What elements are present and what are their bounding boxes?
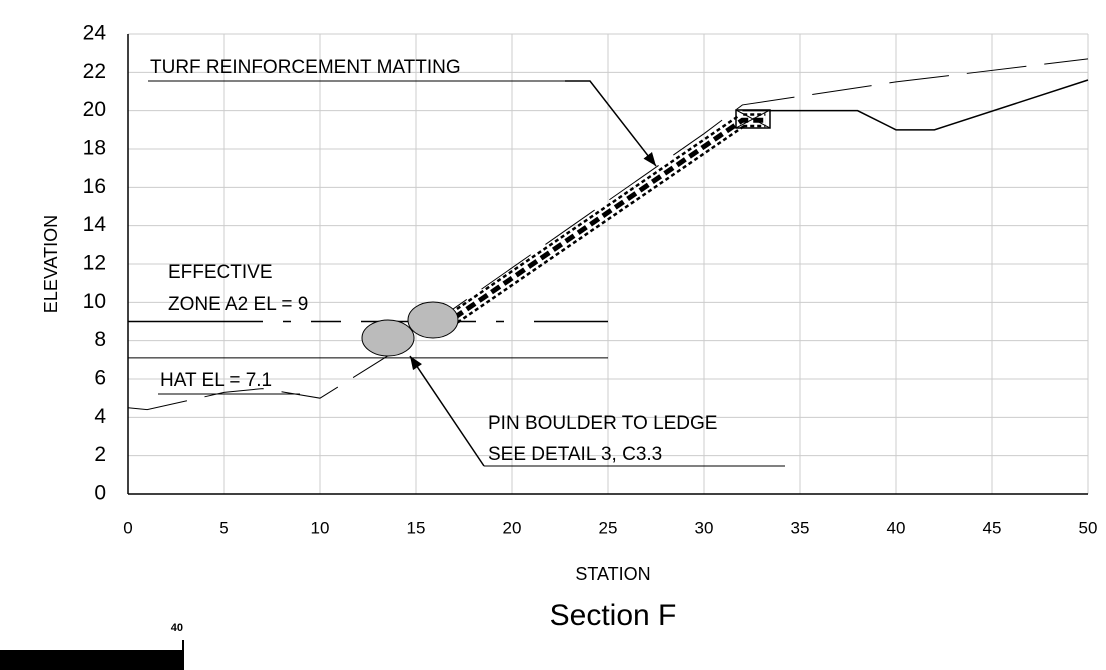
annotation: HAT EL = 7.1 [160,370,272,391]
scale-label: 40 [171,622,183,634]
annotation: EFFECTIVE [168,262,273,283]
x-tick-label: 25 [599,518,618,537]
x-tick-label: 0 [123,518,132,537]
x-tick-label: 30 [695,518,714,537]
y-tick-label: 18 [83,137,106,160]
annotation: ZONE A2 EL = 9 [168,294,308,315]
scale-bar [0,650,183,670]
y-axis-label: ELEVATION [41,215,61,313]
annotation: TURF REINFORCEMENT MATTING [150,57,461,78]
x-axis-label: STATION [575,564,650,584]
chart-title: Section F [550,599,677,632]
y-tick-label: 16 [83,175,106,198]
y-tick-label: 4 [94,405,106,428]
x-tick-label: 40 [887,518,906,537]
grid [127,33,1089,495]
x-tick-label: 5 [219,518,228,537]
hatch [735,109,771,129]
series-line [452,117,766,320]
y-tick-label: 12 [83,252,106,275]
y-tick-label: 20 [83,98,106,121]
boulder [407,301,459,339]
x-tick-label: 45 [983,518,1002,537]
y-tick-label: 2 [94,443,106,466]
y-tick-label: 14 [83,213,107,236]
mat-anchor [735,109,771,129]
x-tick-label: 15 [407,518,426,537]
x-tick-label: 20 [503,518,522,537]
annotation: PIN BOULDER TO LEDGE [488,413,717,434]
leader [565,80,657,167]
x-tick-label: 10 [311,518,330,537]
y-tick-label: 0 [94,482,106,505]
y-tick-label: 8 [94,328,106,351]
annotation: SEE DETAIL 3, C3.3 [488,444,662,465]
x-tick-label: 35 [791,518,810,537]
y-tick-label: 10 [83,290,106,313]
series-line [742,79,1089,131]
y-tick-label: 22 [83,60,106,83]
y-tick-label: 6 [94,367,106,390]
x-tick-label: 50 [1079,518,1098,537]
leader [409,355,485,467]
y-tick-label: 24 [83,22,107,45]
boulder [361,319,415,357]
